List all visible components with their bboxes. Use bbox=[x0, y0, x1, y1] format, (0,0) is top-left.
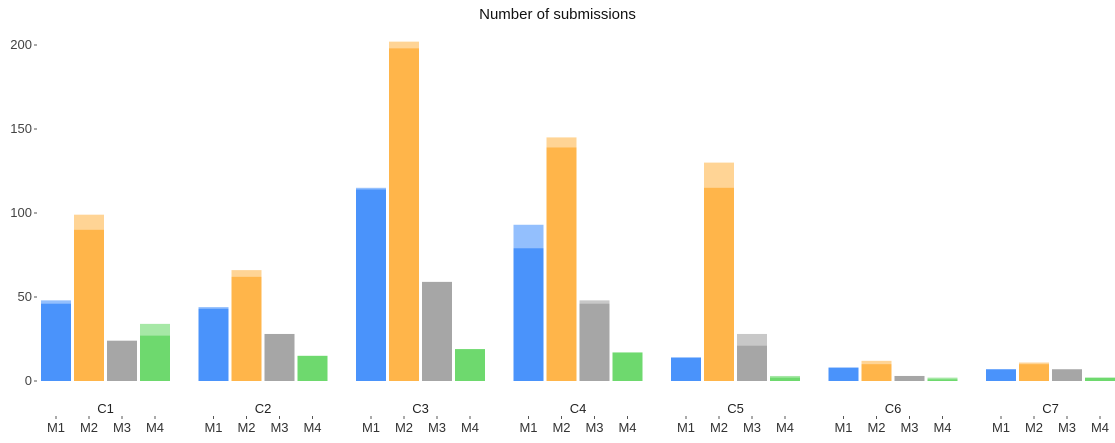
y-tick-label: 200 bbox=[10, 37, 32, 52]
x-sub-label-m1: M1 bbox=[519, 420, 537, 435]
bar-c1-m4 bbox=[140, 335, 170, 381]
x-sub-label-m4: M4 bbox=[303, 420, 321, 435]
x-sub-label-m4: M4 bbox=[618, 420, 636, 435]
bar-c7-m3 bbox=[1052, 369, 1082, 381]
y-tick-label: 0 bbox=[25, 373, 32, 388]
x-sub-label-m2: M2 bbox=[867, 420, 885, 435]
x-sub-label-m1: M1 bbox=[992, 420, 1010, 435]
x-category-label-c2: C2 bbox=[255, 401, 272, 416]
x-sub-label-m2: M2 bbox=[395, 420, 413, 435]
x-sub-label-m1: M1 bbox=[204, 420, 222, 435]
bar-group-c7 bbox=[986, 362, 1115, 381]
y-tick-label: 50 bbox=[18, 289, 32, 304]
bar-c6-m4 bbox=[927, 379, 958, 381]
bar-c4-m3 bbox=[579, 303, 610, 381]
x-category-label-c4: C4 bbox=[570, 401, 587, 416]
bar-c4-m4 bbox=[612, 352, 643, 381]
bar-c7-m1 bbox=[986, 369, 1016, 381]
bar-c4-m2 bbox=[546, 147, 577, 381]
bar-c6-m1 bbox=[828, 367, 859, 381]
bars-group bbox=[41, 41, 1115, 382]
x-axis: M1 M2 M3 M4 C1 M1 M2 M3 M4 C2 M1 M2 M3 M4 C3 M1 M2 M3 M4 C4… bbox=[47, 401, 1109, 435]
bar-c3-m3 bbox=[422, 281, 452, 381]
bar-group-c2 bbox=[198, 270, 328, 381]
bar-c5-m4 bbox=[770, 377, 800, 381]
chart-title: Number of submissions bbox=[479, 6, 636, 23]
bar-group-c3 bbox=[356, 41, 485, 382]
bar-c5-m3 bbox=[737, 345, 767, 381]
bar-group-c1 bbox=[41, 214, 170, 381]
bar-c1-m2 bbox=[74, 229, 104, 381]
x-sub-label-m3: M3 bbox=[428, 420, 446, 435]
x-sub-label-m3: M3 bbox=[270, 420, 288, 435]
bar-c2-m3 bbox=[264, 333, 295, 381]
x-sub-label-m1: M1 bbox=[834, 420, 852, 435]
x-sub-label-m4: M4 bbox=[933, 420, 951, 435]
x-sub-label-m2: M2 bbox=[552, 420, 570, 435]
bar-c7-m4 bbox=[1085, 377, 1115, 381]
x-category-label-c6: C6 bbox=[885, 401, 902, 416]
bar-c5-m1 bbox=[671, 357, 701, 381]
y-tick-label: 100 bbox=[10, 205, 32, 220]
x-sub-label-m4: M4 bbox=[776, 420, 794, 435]
bar-c5-m2 bbox=[704, 187, 734, 381]
bar-c2-m2 bbox=[231, 276, 262, 381]
x-sub-label-m2: M2 bbox=[80, 420, 98, 435]
bar-group-c4 bbox=[513, 137, 643, 381]
y-axis: 0 50 100 150 200 bbox=[10, 37, 37, 388]
x-category-label-c5: C5 bbox=[727, 401, 744, 416]
bar-c2-m4 bbox=[297, 355, 328, 381]
x-sub-label-m3: M3 bbox=[113, 420, 131, 435]
bar-c1-m3 bbox=[107, 340, 137, 381]
bar-c7-m2 bbox=[1019, 364, 1049, 381]
x-sub-label-m1: M1 bbox=[47, 420, 65, 435]
x-category-label-c7: C7 bbox=[1042, 401, 1059, 416]
bar-c3-m1 bbox=[356, 189, 386, 381]
bar-group-c6 bbox=[828, 360, 958, 381]
x-sub-label-m1: M1 bbox=[362, 420, 380, 435]
x-sub-label-m4: M4 bbox=[146, 420, 164, 435]
x-sub-label-m2: M2 bbox=[237, 420, 255, 435]
bar-c6-m2 bbox=[861, 364, 892, 381]
x-sub-label-m4: M4 bbox=[1091, 420, 1109, 435]
bar-c2-m1 bbox=[198, 308, 229, 381]
x-sub-label-m3: M3 bbox=[1058, 420, 1076, 435]
x-sub-label-m3: M3 bbox=[585, 420, 603, 435]
x-category-label-c1: C1 bbox=[97, 401, 114, 416]
x-sub-label-m1: M1 bbox=[677, 420, 695, 435]
bar-c3-m2 bbox=[389, 48, 419, 382]
bar-c1-m1 bbox=[41, 303, 71, 381]
bar-c6-m3 bbox=[894, 375, 925, 381]
x-category-label-c3: C3 bbox=[412, 401, 429, 416]
bar-group-c5 bbox=[671, 162, 800, 381]
x-sub-label-m4: M4 bbox=[461, 420, 479, 435]
x-sub-label-m2: M2 bbox=[1025, 420, 1043, 435]
x-sub-label-m3: M3 bbox=[743, 420, 761, 435]
y-tick-label: 150 bbox=[10, 121, 32, 136]
x-sub-label-m3: M3 bbox=[900, 420, 918, 435]
x-sub-label-m2: M2 bbox=[710, 420, 728, 435]
bar-c4-m1 bbox=[513, 248, 544, 381]
bar-c3-m4 bbox=[455, 349, 485, 381]
